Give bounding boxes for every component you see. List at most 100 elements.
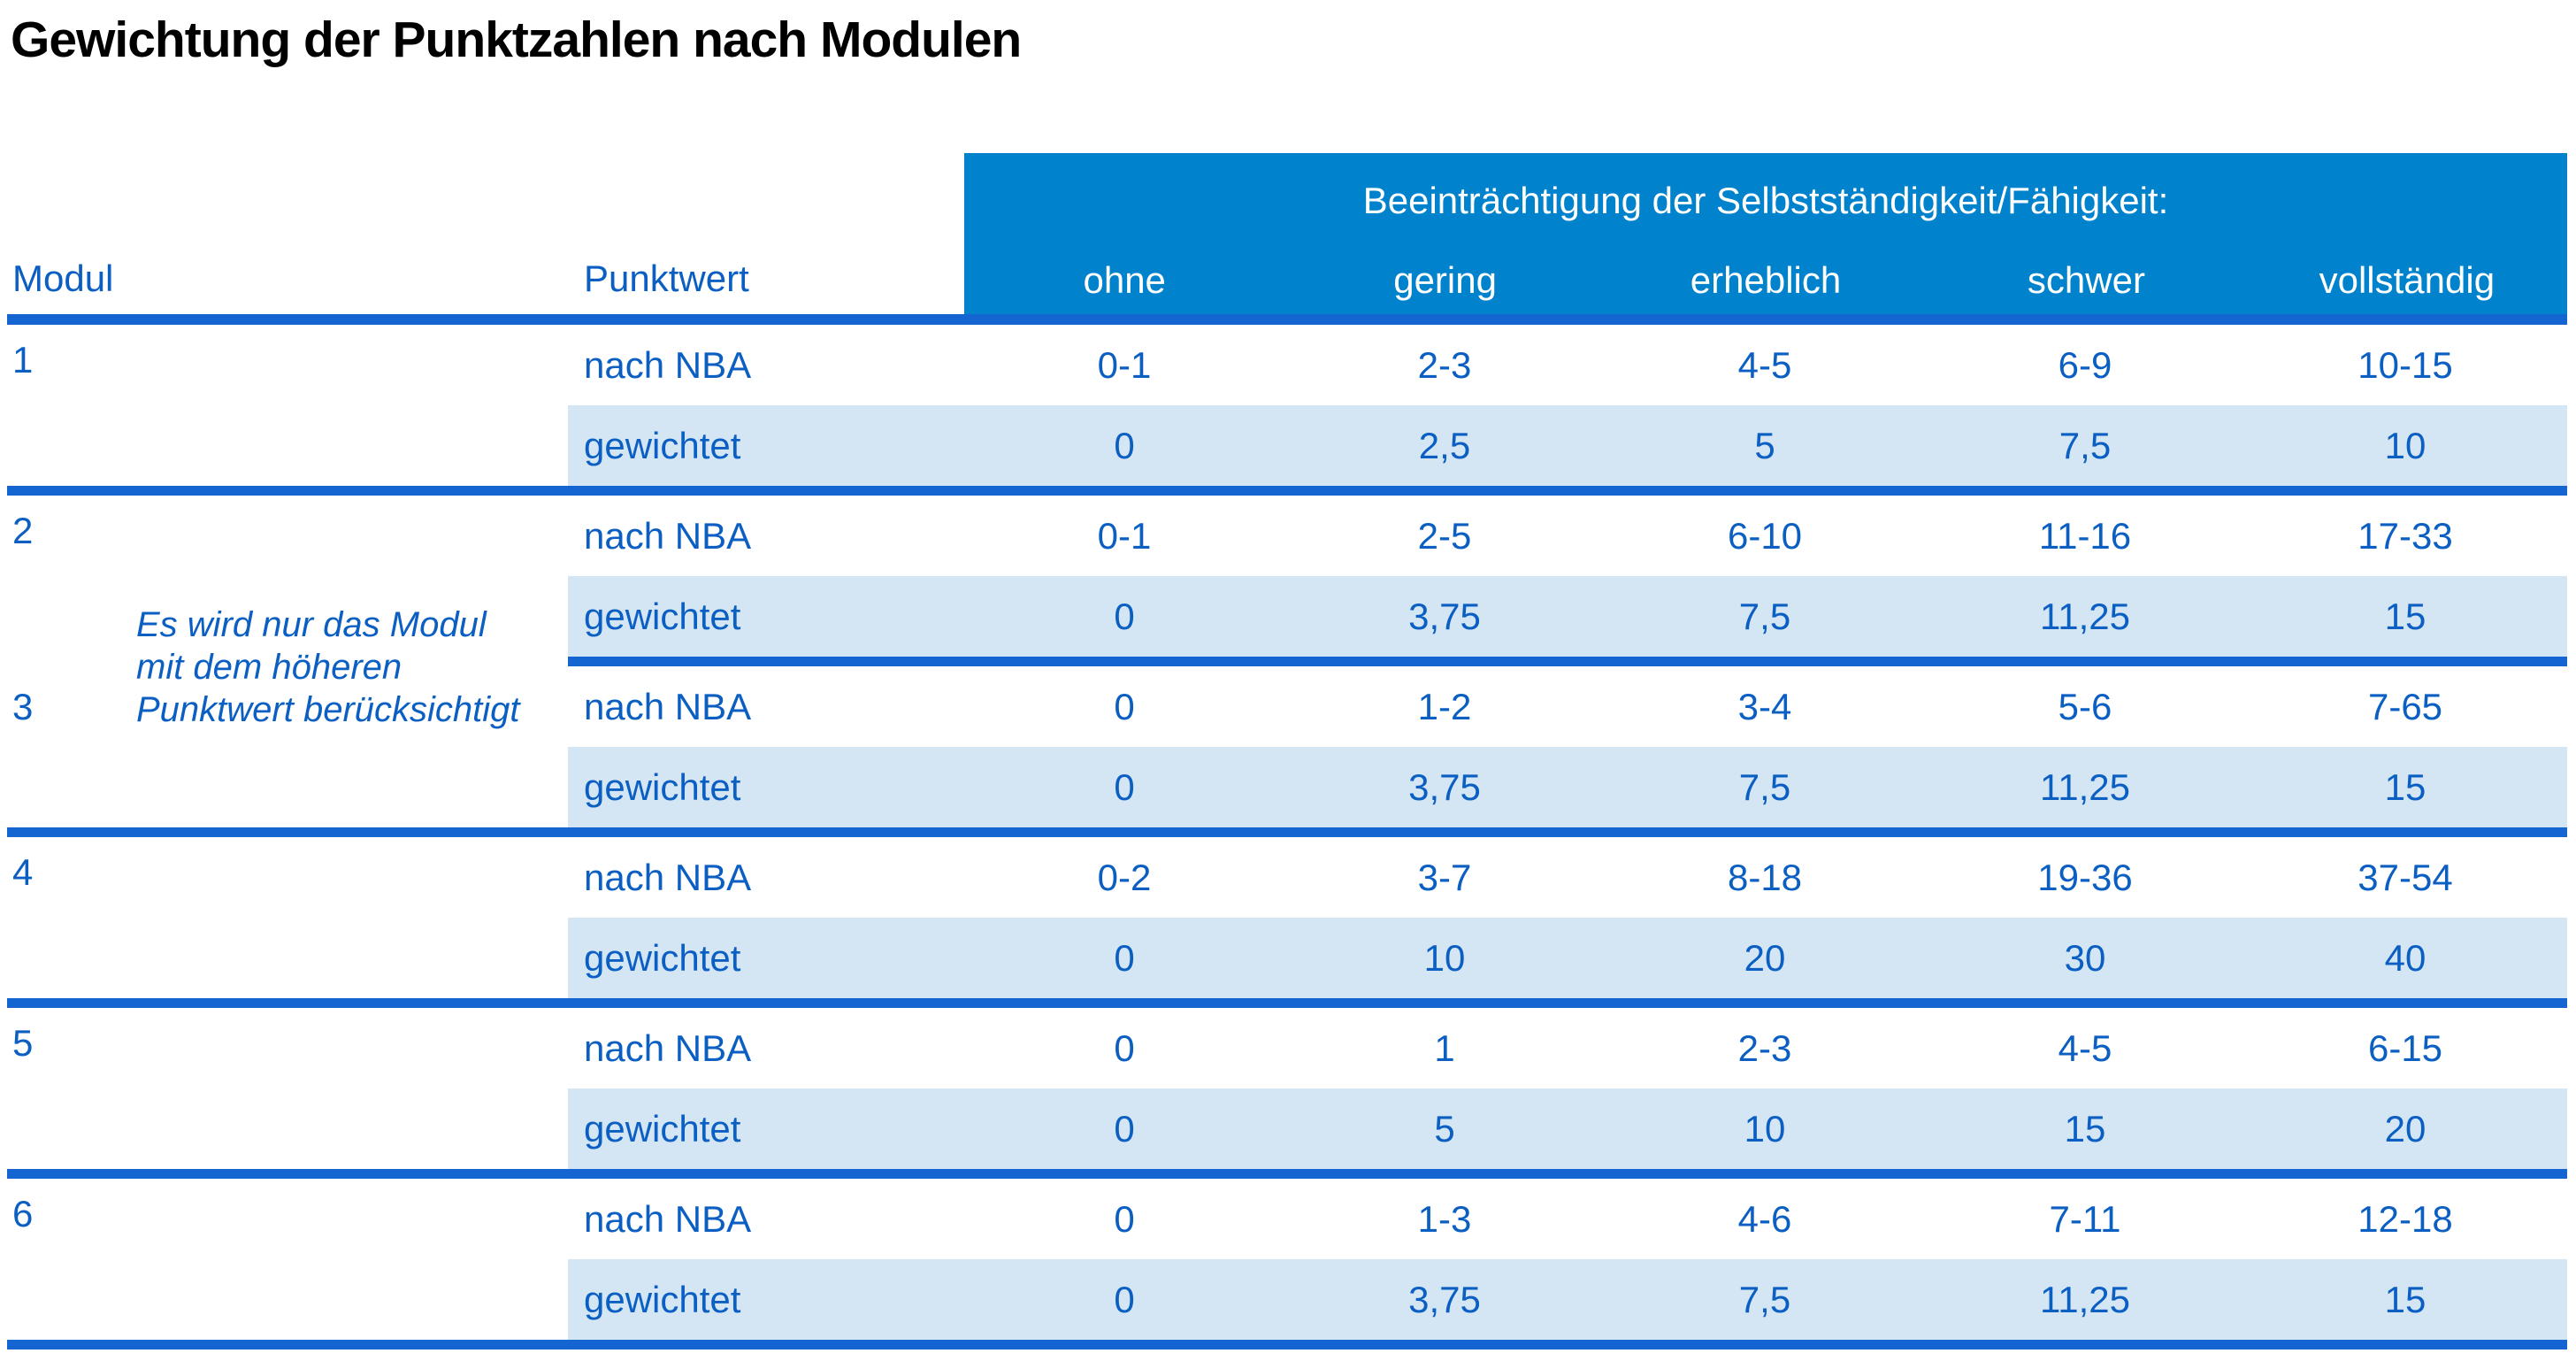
module-6-rows: nach NBA 0 1-3 4-6 7-11 12-18 gewichtet … [568, 1179, 2567, 1340]
module-2-weighted-row: gewichtet 0 3,75 7,5 11,25 15 [568, 576, 2567, 657]
severity-header-ohne: ohne [1083, 259, 1166, 301]
cell-m1-gew-erheblich: 5 [1754, 424, 1775, 466]
cell-m2-nba-schwer: 11-16 [2038, 514, 2132, 557]
cell-m4-gew-ohne: 0 [1114, 936, 1135, 979]
cell-m6-nba-ohne: 0 [1114, 1197, 1135, 1240]
note-line-3: Punktwert berücksichtigt [136, 690, 520, 729]
module-3-nba-row: nach NBA 0 1-2 3-4 5-6 7-65 [568, 666, 2567, 747]
cell-m2-nba-gering: 2-5 [1417, 514, 1472, 557]
severity-header-gering: gering [1393, 259, 1497, 301]
punktwert-column-header: Punktwert [584, 258, 749, 299]
module-4-weighted-row: gewichtet 0 10 20 30 40 [568, 918, 2567, 998]
cell-m1-nba-schwer: 6-9 [2058, 343, 2112, 386]
section-divider-3 [7, 827, 2567, 837]
module-6-left-cell: 6 [7, 1179, 568, 1340]
module-3-number: 3 [12, 686, 34, 727]
cell-m3-gew-schwer: 11,25 [2040, 765, 2130, 808]
cell-m5-gew-ohne: 0 [1114, 1107, 1135, 1150]
note-line-1: Es wird nur das Modul [136, 605, 487, 644]
module-4-section: 4 nach NBA 0-2 3-7 8-18 19-36 37-54 gewi… [7, 837, 2567, 998]
cell-m1-nba-gering: 2-3 [1417, 343, 1472, 386]
cell-m2-gew-ohne: 0 [1114, 595, 1135, 637]
module-6-weighted-row: gewichtet 0 3,75 7,5 11,25 15 [568, 1259, 2567, 1340]
module-3-weighted-row: gewichtet 0 3,75 7,5 11,25 15 [568, 747, 2567, 827]
cell-m6-nba-vollstaendig: 12-18 [2358, 1197, 2453, 1240]
cell-m5-nba-ohne: 0 [1114, 1027, 1135, 1069]
cell-m5-nba-erheblich: 2-3 [1737, 1027, 1792, 1069]
cell-m6-gew-gering: 3,75 [1408, 1278, 1481, 1320]
module-5-weighted-row: gewichtet 0 5 10 15 20 [568, 1088, 2567, 1169]
cell-m4-nba-vollstaendig: 37-54 [2358, 856, 2453, 898]
module-5-rows: nach NBA 0 1 2-3 4-5 6-15 gewichtet 0 5 … [568, 1008, 2567, 1169]
cell-m5-gew-vollstaendig: 20 [2384, 1107, 2426, 1150]
cell-m3-nba-schwer: 5-6 [2058, 685, 2112, 727]
cell-m5-nba-vollstaendig: 6-15 [2367, 1027, 2443, 1069]
weighting-table: Modul Punktwert Beeinträchtigung der Sel… [7, 153, 2567, 1349]
cell-m2-gew-gering: 3,75 [1408, 595, 1481, 637]
cell-m6-gew-erheblich: 7,5 [1738, 1278, 1791, 1320]
module-5-nba-row: nach NBA 0 1 2-3 4-5 6-15 [568, 1008, 2567, 1088]
module-1-number: 1 [12, 339, 34, 381]
section-divider-4 [7, 998, 2567, 1008]
row-label-nba: nach NBA [584, 1197, 752, 1240]
cell-m1-gew-schwer: 7,5 [2058, 424, 2112, 466]
cell-m5-gew-erheblich: 10 [1744, 1107, 1786, 1150]
module-6-nba-row: nach NBA 0 1-3 4-6 7-11 12-18 [568, 1179, 2567, 1259]
cell-m2-gew-vollstaendig: 15 [2384, 595, 2426, 637]
cell-m3-nba-erheblich: 3-4 [1737, 685, 1792, 727]
module-6-section: 6 nach NBA 0 1-3 4-6 7-11 12-18 gewichte… [7, 1179, 2567, 1340]
row-label-nba: nach NBA [584, 1027, 752, 1069]
cell-m3-gew-erheblich: 7,5 [1738, 765, 1791, 808]
row-label-nba: nach NBA [584, 856, 752, 898]
cell-m4-gew-schwer: 30 [2064, 936, 2106, 979]
page-title: Gewichtung der Punktzahlen nach Modulen [11, 12, 1022, 68]
cell-m6-nba-gering: 1-3 [1417, 1197, 1472, 1240]
table-bottom-divider [7, 1340, 2567, 1349]
cell-m4-gew-vollstaendig: 40 [2384, 936, 2426, 979]
module-2-3-section: 2 Es wird nur das Modul mit dem höheren … [7, 496, 2567, 827]
severity-header-vollstaendig: vollständig [2319, 259, 2496, 301]
module-5-left-cell: 5 [7, 1008, 568, 1169]
module-4-number: 4 [12, 851, 34, 893]
module-1-weighted-row: gewichtet 0 2,5 5 7,5 10 [568, 405, 2567, 486]
cell-m4-gew-gering: 10 [1423, 936, 1466, 979]
module-5-section: 5 nach NBA 0 1 2-3 4-5 6-15 gewichtet 0 … [7, 1008, 2567, 1169]
module-1-section: 1 nach NBA 0-1 2-3 4-5 6-9 10-15 gewicht… [7, 325, 2567, 486]
row-label-weighted: gewichtet [584, 765, 741, 808]
cell-m5-gew-gering: 5 [1434, 1107, 1455, 1150]
cell-m2-gew-erheblich: 7,5 [1738, 595, 1791, 637]
header-left: Modul Punktwert [7, 153, 964, 314]
cell-m6-gew-ohne: 0 [1114, 1278, 1135, 1320]
cell-m1-nba-erheblich: 4-5 [1737, 343, 1792, 386]
module-1-nba-row: nach NBA 0-1 2-3 4-5 6-9 10-15 [568, 325, 2567, 405]
module-2-3-rows: nach NBA 0-1 2-5 6-10 11-16 17-33 gewich… [568, 496, 2567, 827]
cell-m6-nba-schwer: 7-11 [2049, 1197, 2121, 1240]
cell-m2-nba-vollstaendig: 17-33 [2358, 514, 2453, 557]
cell-m6-gew-vollstaendig: 15 [2384, 1278, 2426, 1320]
cell-m3-gew-gering: 3,75 [1408, 765, 1481, 808]
module-4-left-cell: 4 [7, 837, 568, 998]
row-label-weighted: gewichtet [584, 1107, 741, 1150]
cell-m1-gew-gering: 2,5 [1418, 424, 1471, 466]
cell-m4-nba-gering: 3-7 [1417, 856, 1472, 898]
cell-m3-nba-vollstaendig: 7-65 [2367, 685, 2443, 727]
row-label-weighted: gewichtet [584, 936, 741, 979]
severity-header-erheblich: erheblich [1690, 259, 1842, 301]
cell-m5-nba-schwer: 4-5 [2058, 1027, 2112, 1069]
module-1-rows: nach NBA 0-1 2-3 4-5 6-9 10-15 gewichtet… [568, 325, 2567, 486]
row-label-weighted: gewichtet [584, 1278, 741, 1320]
severity-header-block: Beeinträchtigung der Selbstständigkeit/F… [964, 153, 2567, 314]
module-6-number: 6 [12, 1193, 34, 1234]
table-header: Modul Punktwert Beeinträchtigung der Sel… [7, 153, 2567, 314]
cell-m3-nba-ohne: 0 [1114, 685, 1135, 727]
cell-m4-gew-erheblich: 20 [1744, 936, 1786, 979]
section-divider-1 [7, 486, 2567, 496]
module-2-3-note: Es wird nur das Modul mit dem höheren Pu… [136, 604, 520, 731]
cell-m1-nba-ohne: 0-1 [1097, 343, 1152, 386]
cell-m3-gew-ohne: 0 [1114, 765, 1135, 808]
cell-m1-nba-vollstaendig: 10-15 [2358, 343, 2453, 386]
row-label-weighted: gewichtet [584, 424, 741, 466]
cell-m1-gew-vollstaendig: 10 [2384, 424, 2426, 466]
module-4-nba-row: nach NBA 0-2 3-7 8-18 19-36 37-54 [568, 837, 2567, 918]
